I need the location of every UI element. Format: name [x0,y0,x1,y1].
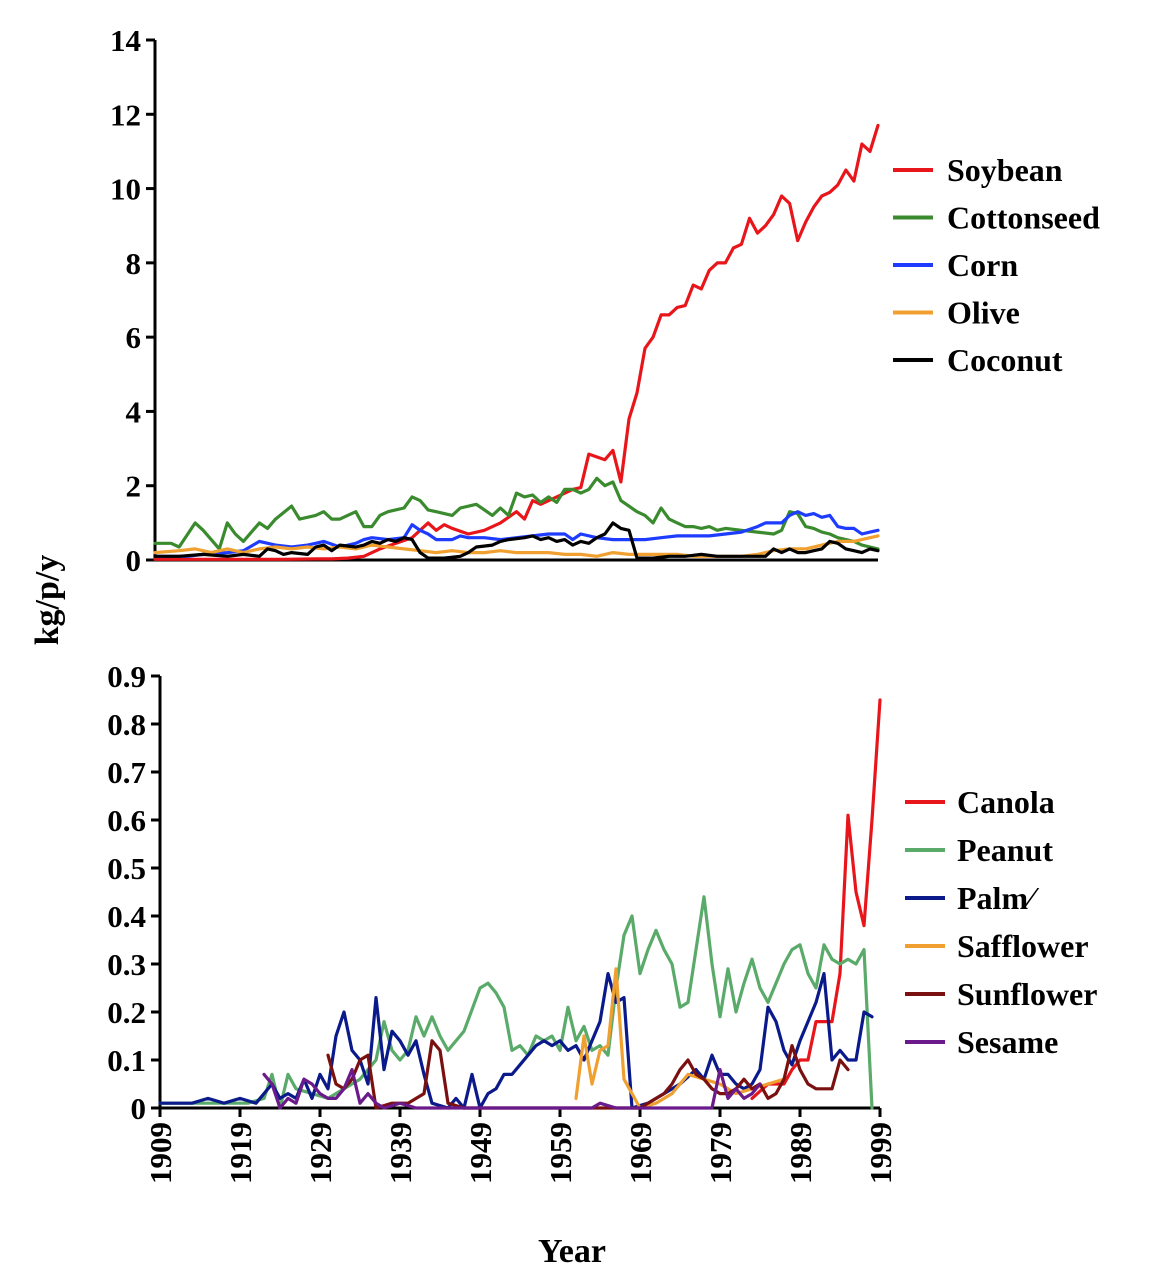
top-y-tick-label: 14 [110,23,141,58]
series-line-canola [750,698,882,1101]
series-line-cottonseed [153,476,880,551]
legend-label: Peanut [957,832,1053,868]
legend-label: Safflower [957,928,1089,964]
bottom-y-ticks: 0 0.1 0.2 0.3 0.4 0.5 0.6 0.7 0.8 0.9 [107,659,160,1126]
bottom-y-tick-label: 0.7 [107,755,146,790]
top-series-lines [153,123,880,561]
bottom-y-tick-label: 0.2 [107,995,146,1030]
y-axis-title: kg/p/y [29,555,66,646]
x-tick-label: 1929 [303,1122,338,1184]
bottom-y-tick-label: 0.9 [107,659,146,694]
legend-label: Palm⁄ [957,880,1040,916]
top-y-tick-label: 0 [126,543,142,578]
top-y-tick-label: 2 [126,469,142,504]
top-y-tick-label: 4 [126,394,142,429]
series-line-peanut [158,895,874,1110]
legend-item-olive: Olive [893,295,1020,331]
series-line-olive [153,534,880,558]
x-tick-label: 1969 [623,1122,658,1184]
x-tick-label: 1959 [543,1122,578,1184]
bottom-legend: Canola Peanut Palm⁄ Safflower Sunflower Sesam… [905,784,1097,1060]
x-tick-label: 1979 [703,1122,738,1184]
legend-item-cottonseed: Cottonseed [893,200,1100,236]
series-line-sunflower [326,1039,850,1110]
top-y-ticks: 0 2 4 6 8 10 12 14 [110,23,155,578]
legend-item-sunflower: Sunflower [905,976,1097,1012]
bottom-y-tick-label: 0.6 [107,803,146,838]
x-tick-label: 1949 [463,1122,498,1184]
series-line-coconut [153,521,880,560]
x-tick-label: 1939 [383,1122,418,1184]
series-line-soybean [153,123,880,561]
legend-label: Corn [947,247,1018,283]
top-panel: 0 2 4 6 8 10 12 14 Soybean Cottonseed Corn Olive Co… [110,23,1100,578]
top-plot-area: 0 2 4 6 8 10 12 14 [110,23,880,578]
bottom-y-tick-label: 0 [131,1091,147,1126]
legend-item-canola: Canola [905,784,1055,820]
bottom-y-tick-label: 0.8 [107,707,146,742]
series-line-palm [158,971,874,1110]
top-y-tick-label: 10 [110,172,141,207]
bottom-x-ticks: 1909 1919 1929 1939 1949 1959 1969 1979 1989 1999 [143,1108,898,1184]
legend-label: Sunflower [957,976,1097,1012]
bottom-y-tick-label: 0.1 [107,1043,146,1078]
top-y-tick-label: 6 [126,320,142,355]
bottom-y-tick-label: 0.5 [107,851,146,886]
top-legend: Soybean Cottonseed Corn Olive Coconut [893,152,1100,378]
top-y-tick-label: 8 [126,246,142,281]
bottom-y-tick-label: 0.3 [107,947,146,982]
bottom-series-lines [158,698,882,1110]
series-line-corn [153,510,880,558]
legend-label: Canola [957,784,1055,820]
x-tick-label: 1999 [863,1122,898,1184]
legend-item-corn: Corn [893,247,1018,283]
series-line-sesame [262,1067,762,1110]
legend-label: Sesame [957,1024,1058,1060]
legend-item-soybean: Soybean [893,152,1063,188]
legend-label: Olive [947,295,1020,331]
bottom-y-tick-label: 0.4 [107,899,146,934]
legend-item-palm: Palm⁄ [905,880,1040,916]
bottom-plot-area: 0 0.1 0.2 0.3 0.4 0.5 0.6 0.7 0.8 0.9 1909 1919 192… [107,659,898,1184]
legend-item-sesame: Sesame [905,1024,1058,1060]
legend-label: Coconut [947,342,1063,378]
x-tick-label: 1909 [143,1122,178,1184]
legend-item-safflower: Safflower [905,928,1089,964]
legend-item-coconut: Coconut [893,342,1063,378]
bottom-panel: 0 0.1 0.2 0.3 0.4 0.5 0.6 0.7 0.8 0.9 1909 1919 192… [107,659,1097,1270]
legend-item-peanut: Peanut [905,832,1053,868]
x-axis-title: Year [538,1233,606,1270]
x-tick-label: 1989 [783,1122,818,1184]
legend-label: Soybean [947,152,1063,188]
legend-label: Cottonseed [947,200,1100,236]
x-tick-label: 1919 [223,1122,258,1184]
top-y-tick-label: 12 [110,97,141,132]
